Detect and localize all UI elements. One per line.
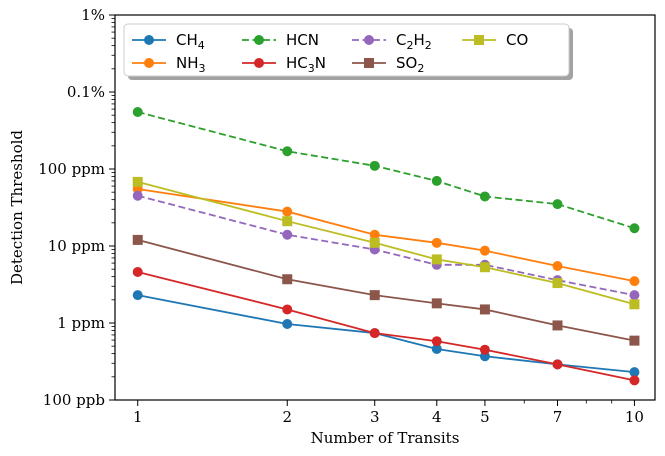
series-so2 [132, 234, 640, 346]
y-axis-label: Detection Threshold [8, 130, 26, 285]
y-tick-label: 1 ppm [57, 314, 105, 332]
legend-entry-c2h2: C2H2 [352, 31, 432, 52]
legend-marker [364, 58, 374, 68]
legend-label: HC3N [286, 54, 326, 75]
legend-label: NH3 [176, 54, 206, 75]
x-axis-label: Number of Transits [311, 429, 460, 447]
data-point [629, 335, 640, 346]
x-tick-label: 10 [625, 408, 644, 426]
data-point [431, 254, 442, 265]
x-tick-label: 2 [282, 408, 292, 426]
x-tick-label: 3 [370, 408, 380, 426]
legend-label: HCN [286, 31, 319, 49]
data-point [369, 328, 380, 339]
data-point [132, 234, 143, 245]
data-point [479, 304, 490, 315]
y-tick-label: 100 ppm [38, 160, 105, 178]
legend-marker [254, 35, 264, 45]
legend-entry-co: CO [462, 31, 528, 49]
data-point [369, 160, 380, 171]
data-point [132, 176, 143, 187]
data-point [431, 343, 442, 354]
data-point [479, 344, 490, 355]
data-point [431, 237, 442, 248]
y-tick-label: 10 ppm [48, 237, 105, 255]
y-tick-label: 1% [81, 6, 105, 24]
legend-entry-hcn: HCN [242, 31, 319, 49]
data-point [431, 336, 442, 347]
data-point [431, 298, 442, 309]
legend-label: SO2 [396, 54, 424, 75]
legend-entry-so2: SO2 [352, 54, 424, 75]
data-point [629, 299, 640, 310]
x-tick-label: 4 [432, 408, 442, 426]
data-point [552, 359, 563, 370]
data-point [629, 290, 640, 301]
legend-label: C2H2 [396, 31, 432, 52]
data-point [369, 237, 380, 248]
data-point [132, 106, 143, 117]
data-point [132, 290, 143, 301]
x-tick-label: 1 [133, 408, 143, 426]
data-point [479, 191, 490, 202]
data-point [479, 245, 490, 256]
data-point [552, 199, 563, 210]
legend-box [123, 23, 570, 77]
x-tick-label: 7 [553, 408, 563, 426]
legend-entry-ch4: CH4 [132, 31, 205, 52]
data-point [132, 190, 143, 201]
legend-marker [144, 35, 154, 45]
data-point [552, 278, 563, 289]
data-point [552, 320, 563, 331]
legend-label: CH4 [176, 31, 205, 52]
data-point [282, 216, 293, 227]
data-point [552, 260, 563, 271]
y-tick-label: 100 ppb [43, 391, 105, 409]
data-point [629, 276, 640, 287]
data-point [629, 367, 640, 378]
axes-frame [114, 14, 656, 401]
legend-label: CO [506, 31, 528, 49]
data-point [369, 290, 380, 301]
data-point [431, 175, 442, 186]
series-layer [132, 106, 640, 386]
data-point [282, 304, 293, 315]
data-point [282, 229, 293, 240]
legend-marker [254, 58, 264, 68]
y-tick-label: 0.1% [67, 83, 105, 101]
series-hc3n [132, 266, 640, 386]
data-point [132, 266, 143, 277]
data-point [479, 262, 490, 273]
legend-marker [144, 58, 154, 68]
data-point [282, 319, 293, 330]
series-co [132, 176, 640, 310]
axes: 100 ppb 1 ppm 10 ppm 100 ppm 0.1% 1% 1 2 3 4 5 7 10 [38, 6, 656, 426]
data-point [629, 223, 640, 234]
series-hcn [132, 106, 640, 234]
legend-marker [364, 35, 374, 45]
data-point [282, 206, 293, 217]
legend-entry-nh3: NH3 [132, 54, 206, 75]
data-point [282, 146, 293, 157]
data-point [282, 274, 293, 285]
x-tick-label: 5 [480, 408, 490, 426]
data-point [369, 229, 380, 240]
legend-entry-hc3n: HC3N [242, 54, 326, 75]
data-point [629, 375, 640, 386]
legend-marker [474, 35, 484, 45]
